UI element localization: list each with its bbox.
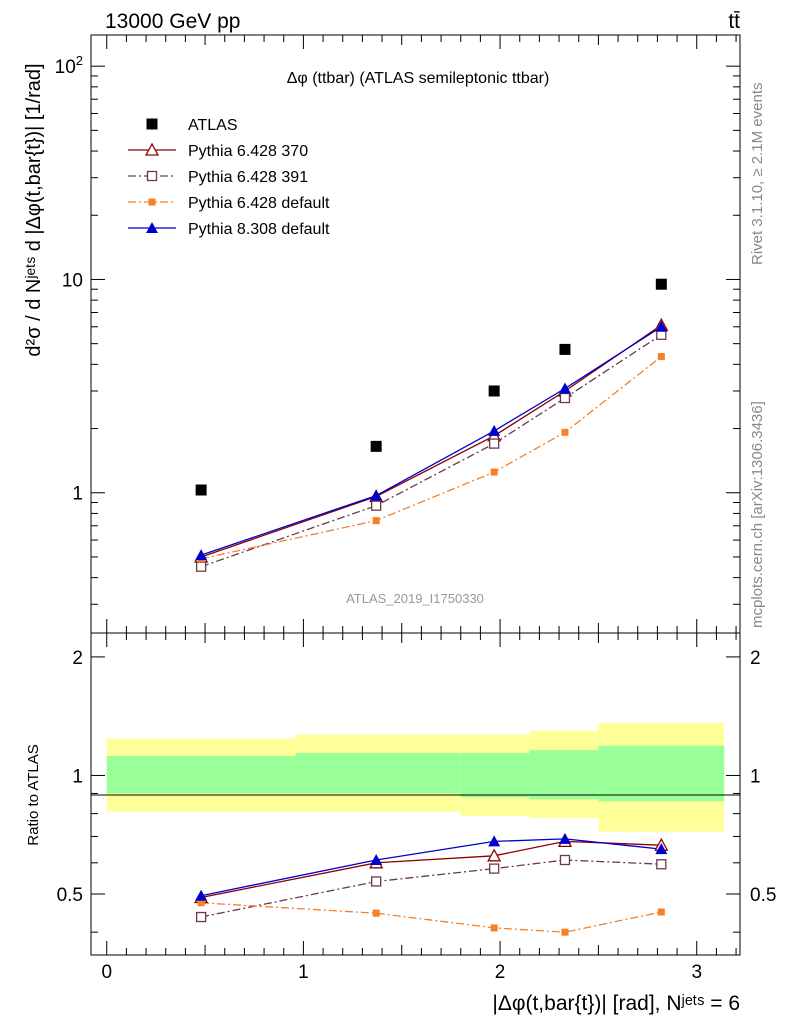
ratio-y-axis-label: Ratio to ATLAS — [25, 744, 42, 845]
ratio-point-pythia-6-428-default — [657, 908, 665, 916]
legend-label-pythia-6-428-391: Pythia 6.428 391 — [188, 169, 308, 186]
x-axis-label: |Δφ(t,bar{t})| [rad], Nʲᵉᵗˢ = 6 — [492, 992, 740, 1015]
ratio-point-pythia-8-308-default — [655, 843, 668, 855]
legend-label-pythia-6-428-370: Pythia 6.428 370 — [188, 143, 308, 160]
data-point-pythia-8-308-default — [655, 320, 668, 332]
ratio-band-inner — [598, 745, 725, 802]
x-tick-label: 1 — [298, 962, 309, 983]
data-point-atlas — [195, 484, 207, 496]
legend-marker-pythia-8-308-default — [146, 222, 158, 233]
main-y-tick-label: 102 — [55, 53, 83, 78]
ratio-point-pythia-6-428-391 — [559, 854, 571, 866]
ratio-point-pythia-6-428-391 — [195, 911, 207, 923]
legend-marker-atlas — [146, 118, 158, 130]
main-plot-panel: 1 10 102 Δφ (ttbar) (ATLAS semileptonic tt… — [23, 34, 741, 634]
legend-label-pythia-8-308-default: Pythia 8.308 default — [188, 221, 330, 238]
series-line-pythia-6-428-370 — [200, 324, 662, 558]
ratio-y-tick-label-right: 0.5 — [750, 885, 776, 906]
ratio-y-tick-label-right: 2 — [750, 648, 761, 669]
x-tick-label: 3 — [691, 962, 702, 983]
ratio-y-tick-label-left: 1 — [72, 766, 83, 787]
main-y-tick-label: 10 — [62, 270, 83, 291]
legend-label-atlas: ATLAS — [188, 117, 238, 134]
series-line-pythia-6-428-391 — [200, 334, 662, 568]
ratio-point-pythia-6-428-default — [561, 928, 569, 936]
legend-marker-pythia-6-428-default — [148, 198, 156, 206]
data-point-atlas — [559, 343, 571, 355]
main-plot-title: Δφ (ttbar) (ATLAS semileptonic ttbar) — [287, 70, 550, 87]
legend-label-pythia-6-428-default: Pythia 6.428 default — [188, 195, 330, 212]
data-point-pythia-8-308-default — [370, 489, 383, 501]
legend-marker-pythia-6-428-370 — [144, 142, 160, 156]
data-point-pythia-6-428-391 — [195, 561, 207, 572]
series-line-pythia-6-428-default — [200, 356, 662, 560]
ratio-band-inner — [295, 753, 461, 794]
ratio-point-pythia-8-308-default — [558, 832, 571, 844]
ratio-y-tick-label-left: 0.5 — [57, 885, 83, 906]
series-line-pythia-8-308-default — [200, 326, 662, 556]
data-point-pythia-6-428-391 — [489, 438, 500, 449]
ratio-point-pythia-6-428-370 — [487, 848, 502, 862]
ratio-line-pythia-8-308-default — [200, 838, 662, 897]
x-tick-label: 2 — [495, 962, 506, 983]
ratio-plot-panel: 0.5 0.5 1 1 2 2 0 1 2 3 Ratio to ATLAS |Δφ(t,bar{… — [25, 632, 776, 1015]
analysis-label: ATLAS_2019_I1750330 — [346, 591, 484, 606]
data-point-pythia-6-428-default — [490, 468, 498, 476]
data-point-pythia-8-308-default — [195, 549, 208, 561]
data-point-pythia-6-428-default — [372, 517, 380, 525]
ratio-point-pythia-8-308-default — [488, 835, 501, 847]
data-point-atlas — [655, 278, 667, 290]
header-process-label: tt̄ — [728, 10, 740, 33]
data-point-atlas — [488, 385, 500, 397]
legend: ATLAS Pythia 6.428 370 Pythia 6.428 391 Pyt… — [128, 117, 330, 238]
ratio-point-pythia-6-428-default — [490, 924, 498, 932]
ratio-point-pythia-6-428-391 — [489, 863, 500, 874]
rivet-side-label: Rivet 3.1.10, ≥ 2.1M events — [749, 83, 766, 266]
mcplots-side-label: mcplots.cern.ch [arXiv:1306.3436] — [749, 401, 766, 628]
data-point-pythia-8-308-default — [488, 424, 501, 436]
ratio-band-inner — [529, 750, 599, 800]
ratio-point-pythia-6-428-default — [372, 909, 380, 917]
ratio-line-pythia-6-428-391 — [200, 859, 662, 918]
ratio-y-tick-label-right: 1 — [750, 766, 761, 787]
data-point-atlas — [370, 440, 382, 452]
ratio-plot-frame — [90, 632, 741, 956]
data-point-pythia-6-428-391 — [559, 392, 571, 404]
ratio-band-inner — [460, 753, 530, 798]
data-point-pythia-8-308-default — [558, 382, 571, 394]
ratio-point-pythia-6-428-default — [197, 899, 205, 907]
x-tick-label: 0 — [101, 962, 112, 983]
ratio-y-tick-label-left: 2 — [72, 648, 83, 669]
main-y-axis-label: d²σ / d Nʲᵉᵗˢ d |Δφ(t,bar{t})| [1/rad] — [23, 63, 45, 356]
ratio-line-pythia-6-428-default — [201, 902, 662, 933]
ratio-point-pythia-6-428-391 — [656, 859, 667, 870]
data-point-pythia-6-428-default — [561, 428, 569, 436]
legend-marker-pythia-6-428-391 — [146, 170, 158, 182]
ratio-point-pythia-8-308-default — [195, 889, 208, 901]
ratio-point-pythia-8-308-default — [370, 853, 383, 865]
main-y-tick-label: 1 — [72, 484, 83, 505]
data-point-pythia-6-428-default — [657, 353, 665, 361]
ratio-line-pythia-6-428-370 — [200, 840, 662, 899]
ratio-band-inner — [106, 756, 296, 794]
data-point-pythia-6-428-391 — [371, 500, 382, 511]
ratio-point-pythia-6-428-391 — [371, 876, 382, 887]
header-collision-label: 13000 GeV pp — [105, 10, 240, 33]
